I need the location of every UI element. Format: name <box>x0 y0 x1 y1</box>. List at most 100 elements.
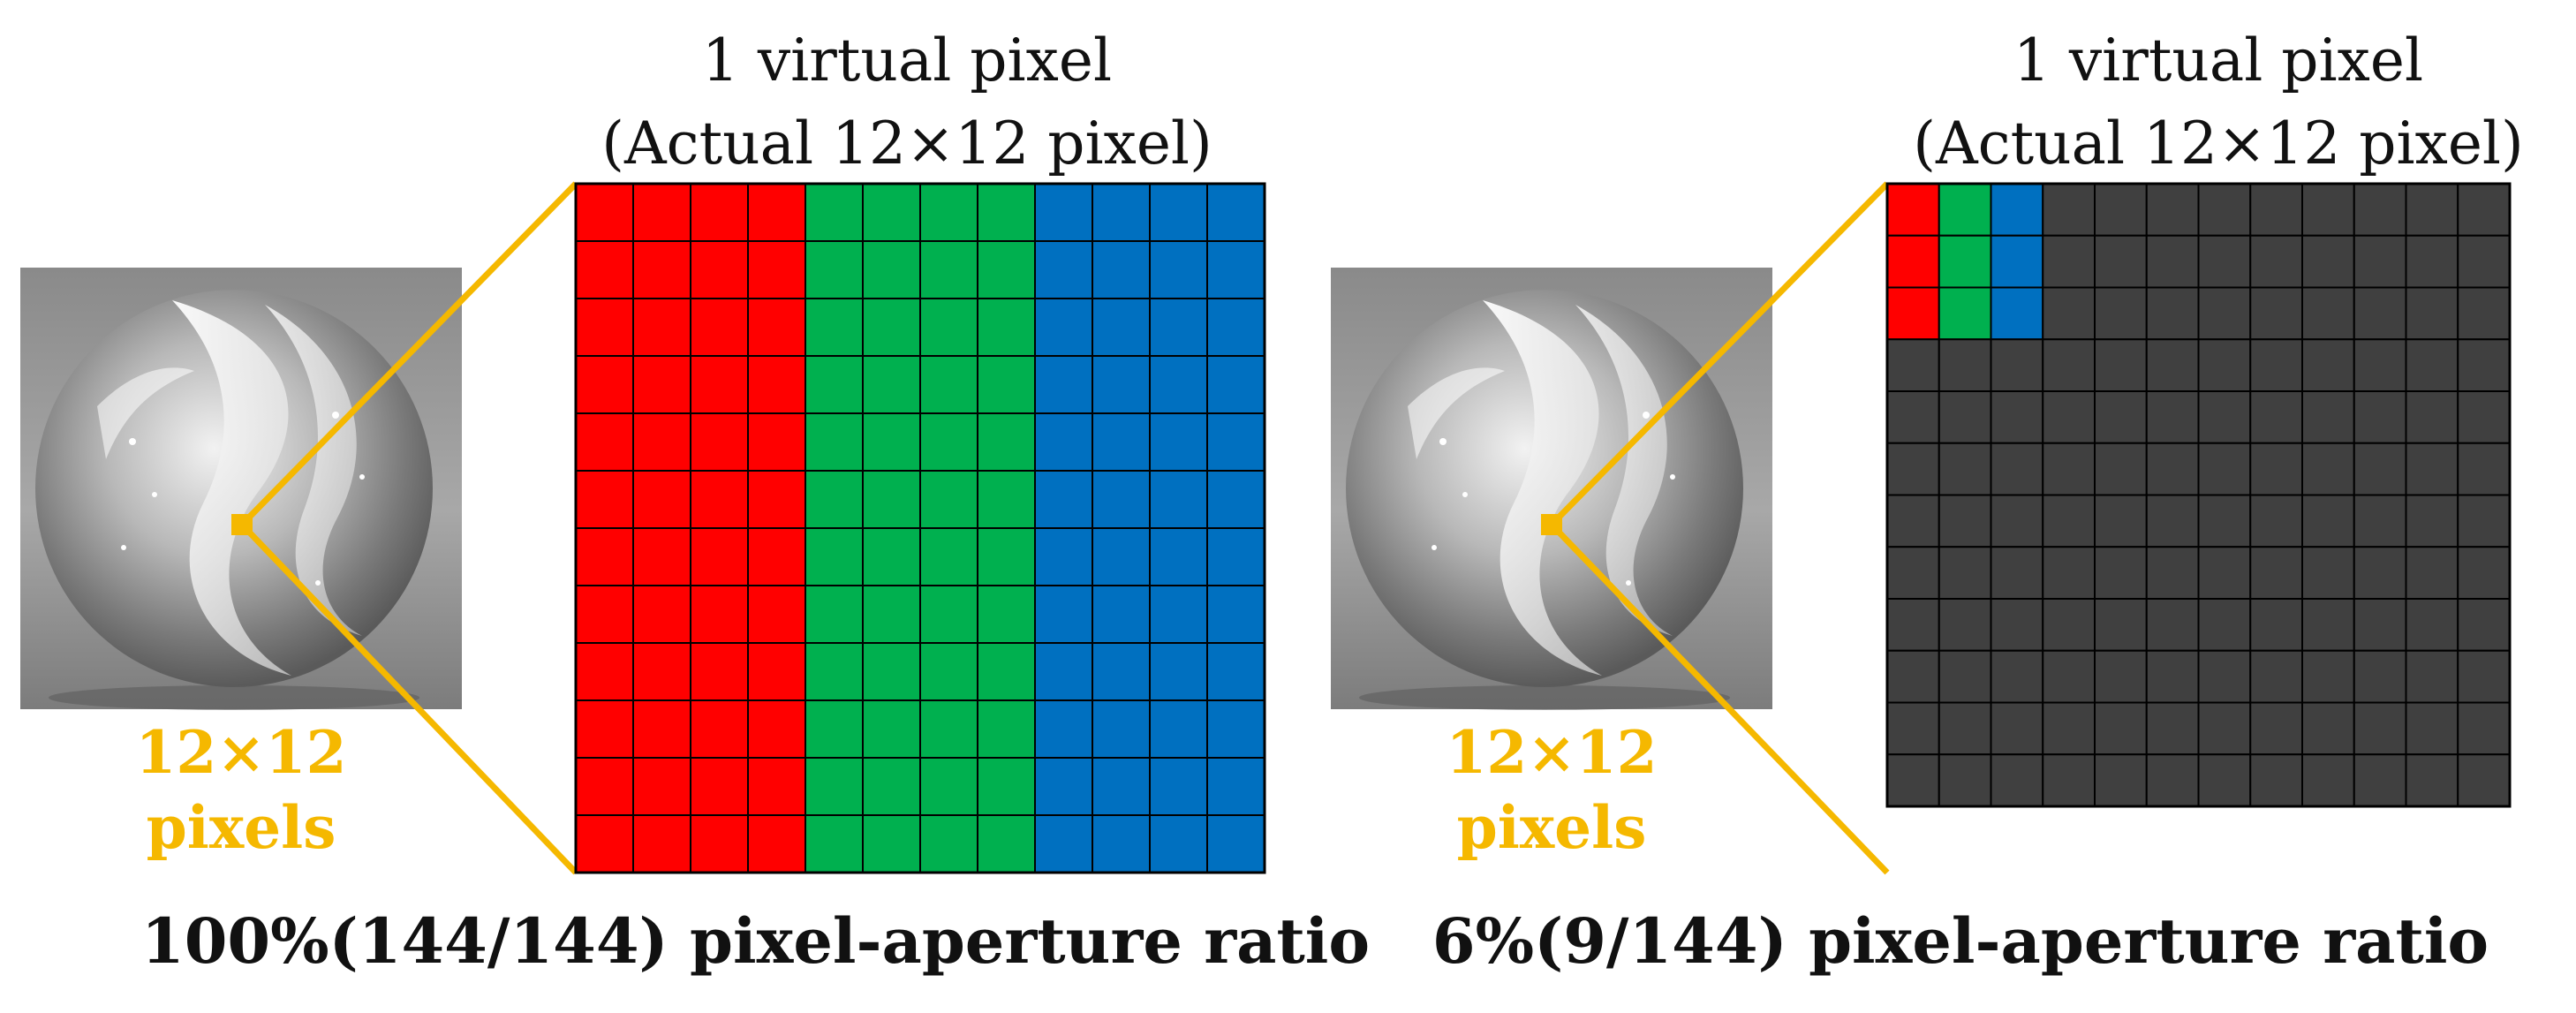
subpixel-cell <box>2042 442 2096 496</box>
subpixel-cell <box>2457 494 2511 548</box>
subpixel-cell <box>977 412 1036 472</box>
subpixel-cell <box>2094 390 2148 444</box>
subpixel-cell <box>1149 757 1208 816</box>
subpixel-cell <box>862 183 921 242</box>
subpixel-cell <box>1206 240 1265 299</box>
subpixel-cell <box>2353 286 2407 341</box>
subpixel-cell <box>2249 753 2303 807</box>
subpixel-cell <box>2405 390 2459 444</box>
subpixel-cell <box>747 814 806 873</box>
subpixel-cell <box>805 527 864 586</box>
subpixel-cell <box>690 240 749 299</box>
subpixel-cell <box>1990 753 2044 807</box>
subpixel-cell <box>2197 494 2252 548</box>
subpixel-cell <box>690 355 749 414</box>
subpixel-cell <box>1092 355 1151 414</box>
subpixel-cell <box>1092 183 1151 242</box>
subpixel-cell <box>1149 412 1208 472</box>
subpixel-cell <box>1034 814 1093 873</box>
subpixel-cell <box>1092 585 1151 644</box>
subpixel-cell <box>1149 642 1208 701</box>
subpixel-cell <box>2405 183 2459 237</box>
subpixel-cell <box>1938 338 1992 392</box>
subpixel-cell <box>1206 642 1265 701</box>
subpixel-cell <box>977 642 1036 701</box>
marble-photo-left <box>20 268 462 710</box>
left-title-line1: 1 virtual pixel <box>701 26 1113 94</box>
subpixel-cell <box>2094 286 2148 341</box>
subpixel-cell <box>1938 649 1992 704</box>
subpixel-cell <box>2145 494 2200 548</box>
subpixel-cell <box>1990 338 2044 392</box>
right-panel <box>1331 181 2512 875</box>
subpixel-cell <box>2405 494 2459 548</box>
subpixel-cell <box>919 298 978 357</box>
subpixel-cell <box>747 642 806 701</box>
subpixel-cell <box>2353 338 2407 392</box>
subpixel-cell <box>747 240 806 299</box>
subpixel-cell <box>575 183 634 242</box>
subpixel-cell <box>2301 546 2355 600</box>
subpixel-cell <box>2457 234 2511 289</box>
subpixel-cell <box>1990 701 2044 756</box>
subpixel-cell <box>1149 527 1208 586</box>
subpixel-cell <box>1149 240 1208 299</box>
subpixel-cell <box>2249 598 2303 652</box>
subpixel-cell <box>632 642 691 701</box>
subpixel-cell <box>1149 355 1208 414</box>
subpixel-cell <box>1206 355 1265 414</box>
subpixel-cell <box>805 240 864 299</box>
subpixel-cell <box>2249 286 2303 341</box>
subpixel-cell <box>2094 701 2148 756</box>
subpixel-cell <box>1149 470 1208 529</box>
subpixel-cell <box>2353 649 2407 704</box>
subpixel-cell <box>2301 442 2355 496</box>
subpixel-cell <box>919 642 978 701</box>
subpixel-cell <box>747 757 806 816</box>
subpixel-cell <box>1990 598 2044 652</box>
subpixel-cell <box>1990 442 2044 496</box>
subpixel-cell <box>1886 598 1940 652</box>
subpixel-cell <box>1938 286 1992 341</box>
subpixel-cell <box>2405 234 2459 289</box>
right-pixel-label-line2: pixels <box>1456 793 1647 862</box>
subpixel-cell <box>2457 649 2511 704</box>
subpixel-cell <box>747 412 806 472</box>
subpixel-cell <box>2094 234 2148 289</box>
subpixel-cell <box>919 412 978 472</box>
left-panel <box>20 181 1266 875</box>
subpixel-cell <box>2457 753 2511 807</box>
subpixel-cell <box>690 412 749 472</box>
subpixel-cell <box>2145 546 2200 600</box>
subpixel-cell <box>1206 412 1265 472</box>
subpixel-cell <box>805 699 864 759</box>
subpixel-cell <box>2353 234 2407 289</box>
subpixel-cell <box>690 527 749 586</box>
subpixel-cell <box>1034 757 1093 816</box>
zoom-line-bottom-left <box>239 522 578 875</box>
subpixel-cell <box>1034 585 1093 644</box>
subpixel-cell <box>2145 338 2200 392</box>
subpixel-cell <box>1886 701 1940 756</box>
subpixel-cell <box>2145 649 2200 704</box>
subpixel-cell <box>2042 753 2096 807</box>
subpixel-cell <box>2457 598 2511 652</box>
subpixel-cell <box>2353 442 2407 496</box>
subpixel-cell <box>805 757 864 816</box>
subpixel-cell <box>2197 442 2252 496</box>
subpixel-cell <box>1990 546 2044 600</box>
subpixel-cell <box>1990 649 2044 704</box>
subpixel-cell <box>1990 390 2044 444</box>
subpixel-cell <box>2197 753 2252 807</box>
subpixel-cell <box>1034 699 1093 759</box>
subpixel-cell <box>2301 183 2355 237</box>
subpixel-cell <box>575 527 634 586</box>
subpixel-cell <box>919 183 978 242</box>
subpixel-cell <box>1206 585 1265 644</box>
subpixel-cell <box>632 298 691 357</box>
subpixel-cell <box>2457 183 2511 237</box>
subpixel-cell <box>1206 183 1265 242</box>
subpixel-cell <box>747 470 806 529</box>
subpixel-cell <box>2042 183 2096 237</box>
